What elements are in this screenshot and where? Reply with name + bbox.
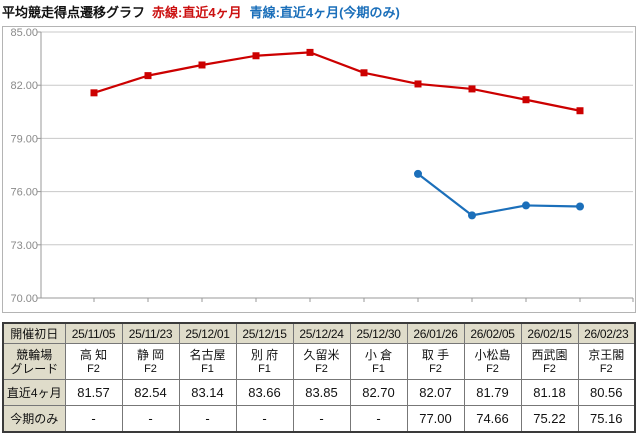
venue-cell: 小 倉 F1: [349, 343, 408, 380]
red-series-marker: [576, 107, 584, 115]
venue-cell: 西武園 F2: [520, 343, 579, 380]
score-cell: 83.85: [292, 379, 351, 406]
blue-series-marker: [414, 169, 422, 178]
row-header-dates: 開催初日: [2, 322, 66, 344]
red-series-marker: [360, 69, 368, 77]
legend-blue-line: 青線:直近4ヶ月(今期のみ): [249, 5, 400, 20]
venue-cell: 静 岡 F2: [121, 343, 180, 380]
red-series-marker: [252, 52, 260, 60]
venue-cell: 高 知 F2: [64, 343, 123, 380]
table-row-dates: 開催初日 25/11/05 25/11/23 25/12/01 25/12/15 25/1…: [2, 322, 636, 344]
blue-series-line: [417, 172, 581, 217]
score-cell: -: [235, 405, 294, 433]
row-header-venue: 競輪場 グレード: [2, 343, 66, 380]
table-row-venue: 競輪場 グレード高 知 F2 静 岡 F2 名古屋 F1 別 府 F1 久留米 F2 小 倉 F1 取 手…: [2, 343, 636, 380]
score-cell: 81.18: [520, 379, 579, 406]
venue-cell: 取 手 F2: [406, 343, 465, 380]
score-cell: 80.56: [577, 379, 636, 406]
score-cell: 82.70: [349, 379, 408, 406]
red-series-line: [93, 51, 581, 112]
table-row-current: 今期のみ - - - - - -77.00 74.66 75.22 75.16: [2, 405, 636, 433]
page-title-main: 平均競走得点遷移グラフ: [2, 5, 146, 20]
date-cell: 25/11/23: [121, 322, 180, 344]
date-cell: 25/12/01: [178, 322, 237, 344]
score-cell: 82.54: [121, 379, 180, 406]
date-cell: 25/12/24: [292, 322, 351, 344]
red-series-marker: [90, 89, 98, 97]
y-tick-label: 76.00: [10, 187, 38, 199]
date-cell: 25/12/15: [235, 322, 294, 344]
score-cell: 83.14: [178, 379, 237, 406]
red-series-marker: [144, 72, 152, 80]
score-cell: 81.57: [64, 379, 123, 406]
score-cell: -: [64, 405, 123, 433]
date-cell: 25/11/05: [64, 322, 123, 344]
date-cell: 26/02/05: [463, 322, 522, 344]
score-cell: 77.00: [406, 405, 465, 433]
score-cell: 83.66: [235, 379, 294, 406]
venue-cell: 小松島 F2: [463, 343, 522, 380]
blue-series-marker: [522, 201, 530, 210]
venue-cell: 名古屋 F1: [178, 343, 237, 380]
row-header-recent4: 直近4ヶ月: [2, 379, 66, 406]
date-cell: 25/12/30: [349, 322, 408, 344]
date-cell: 26/02/23: [577, 322, 636, 344]
score-cell: 81.79: [463, 379, 522, 406]
date-cell: 26/02/15: [520, 322, 579, 344]
row-header-current: 今期のみ: [2, 405, 66, 433]
red-series-marker: [468, 85, 476, 93]
page-title: 平均競走得点遷移グラフ 赤線:直近4ヶ月 青線:直近4ヶ月(今期のみ): [0, 0, 640, 23]
y-tick-label: 73.00: [10, 240, 38, 252]
table-row-recent4: 直近4ヶ月 81.57 82.54 83.14 83.66 83.85 82.70 82.07…: [2, 379, 636, 406]
legend-red-line: 赤線:直近4ヶ月: [152, 5, 242, 20]
blue-series-marker: [468, 211, 476, 220]
y-tick-label: 82.00: [10, 80, 38, 92]
red-series-marker: [306, 48, 314, 56]
chart-canvas: 85.00 82.00 79.00 76.00 73.00 70.00: [10, 27, 634, 305]
score-cell: 75.22: [520, 405, 579, 433]
venue-cell: 別 府 F1: [235, 343, 294, 380]
score-cell: -: [121, 405, 180, 433]
red-series-marker: [522, 96, 530, 104]
venue-cell: 久留米 F2: [292, 343, 351, 380]
y-tick-label: 85.00: [10, 27, 38, 39]
score-cell: 75.16: [577, 405, 636, 433]
score-cell: 74.66: [463, 405, 522, 433]
y-tick-label: 79.00: [10, 133, 38, 145]
blue-series-marker: [576, 202, 584, 211]
y-tick-label: 70.00: [10, 293, 38, 305]
score-table: 開催初日 25/11/05 25/11/23 25/12/01 25/12/15 25/1…: [2, 322, 636, 433]
venue-cell: 京王閣 F2: [577, 343, 636, 380]
score-line-chart: 85.00 82.00 79.00 76.00 73.00 70.00: [2, 26, 636, 313]
score-cell: -: [349, 405, 408, 433]
score-cell: 82.07: [406, 379, 465, 406]
red-series-marker: [198, 61, 206, 69]
score-cell: -: [292, 405, 351, 433]
score-cell: -: [178, 405, 237, 433]
date-cell: 26/01/26: [406, 322, 465, 344]
red-series-marker: [414, 80, 422, 88]
